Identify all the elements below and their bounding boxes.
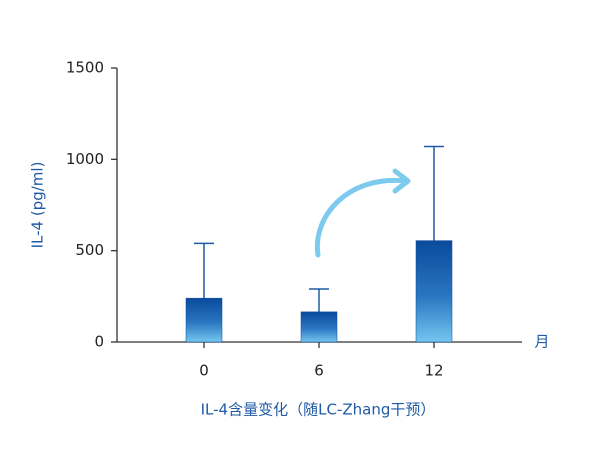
trend-arrowhead: [392, 168, 411, 194]
x-tick-label: 12: [424, 362, 443, 380]
y-tick-label: 1500: [66, 59, 104, 77]
trend-arrow: [314, 177, 408, 258]
bar: [185, 297, 223, 343]
bar: [300, 311, 338, 343]
x-tick-label: 6: [314, 362, 324, 380]
y-axis-label: IL-4 (pg/ml): [29, 162, 47, 249]
y-tick-label: 500: [75, 241, 104, 259]
bar: [415, 240, 453, 343]
x-tick-label: 0: [199, 362, 209, 380]
x-unit: 月: [534, 333, 549, 351]
y-tick-label: 0: [94, 333, 104, 351]
x-axis-label: IL-4含量变化（随LC-Zhang干预）: [201, 401, 436, 419]
y-tick-label: 1000: [66, 150, 104, 168]
